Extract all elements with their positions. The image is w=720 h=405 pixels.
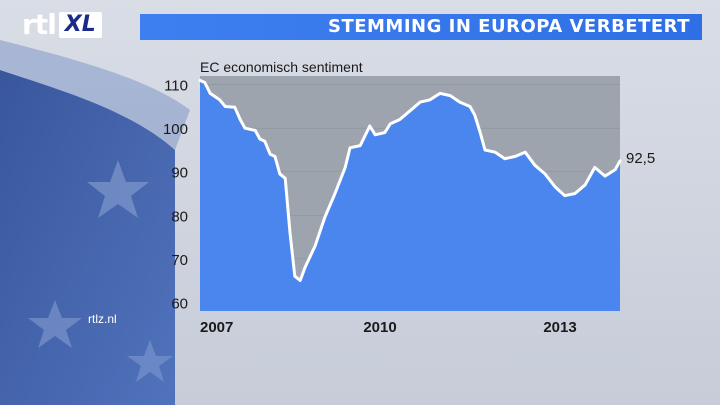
series-line: [198, 78, 622, 282]
y-tick-label: 60: [171, 295, 188, 312]
series-area: [200, 80, 620, 312]
y-tick-label: 110: [164, 78, 188, 95]
x-tick-label: 2010: [363, 319, 396, 336]
chart-title: EC economisch sentiment: [200, 59, 363, 75]
website-watermark: rtlz.nl: [88, 312, 117, 326]
y-axis: 60 70 80 90 100 110: [163, 78, 188, 313]
x-tick-label: 2013: [543, 319, 576, 336]
logo-sub: XL: [58, 12, 102, 38]
x-tick-label: 2007: [200, 319, 233, 336]
header-bar: rtl XL STEMMING IN EUROPA VERBETERT: [0, 0, 720, 52]
y-tick-label: 100: [163, 121, 188, 138]
flag-star-icon: [28, 300, 82, 348]
flag-star-icon: [87, 160, 149, 218]
rtlz-logo: rtl XL: [22, 10, 102, 40]
x-axis: 2007 2010 2013: [200, 319, 577, 336]
y-tick-label: 90: [171, 165, 188, 182]
y-tick-label: 80: [171, 208, 188, 225]
y-tick-label: 70: [171, 252, 188, 269]
headline-band: STEMMING IN EUROPA VERBETERT: [140, 14, 702, 40]
headline-text: STEMMING IN EUROPA VERBETERT: [327, 16, 690, 37]
flag-star-icon: [127, 340, 173, 382]
logo-main: rtl: [22, 8, 57, 41]
end-value-label: 92,5: [626, 150, 655, 167]
